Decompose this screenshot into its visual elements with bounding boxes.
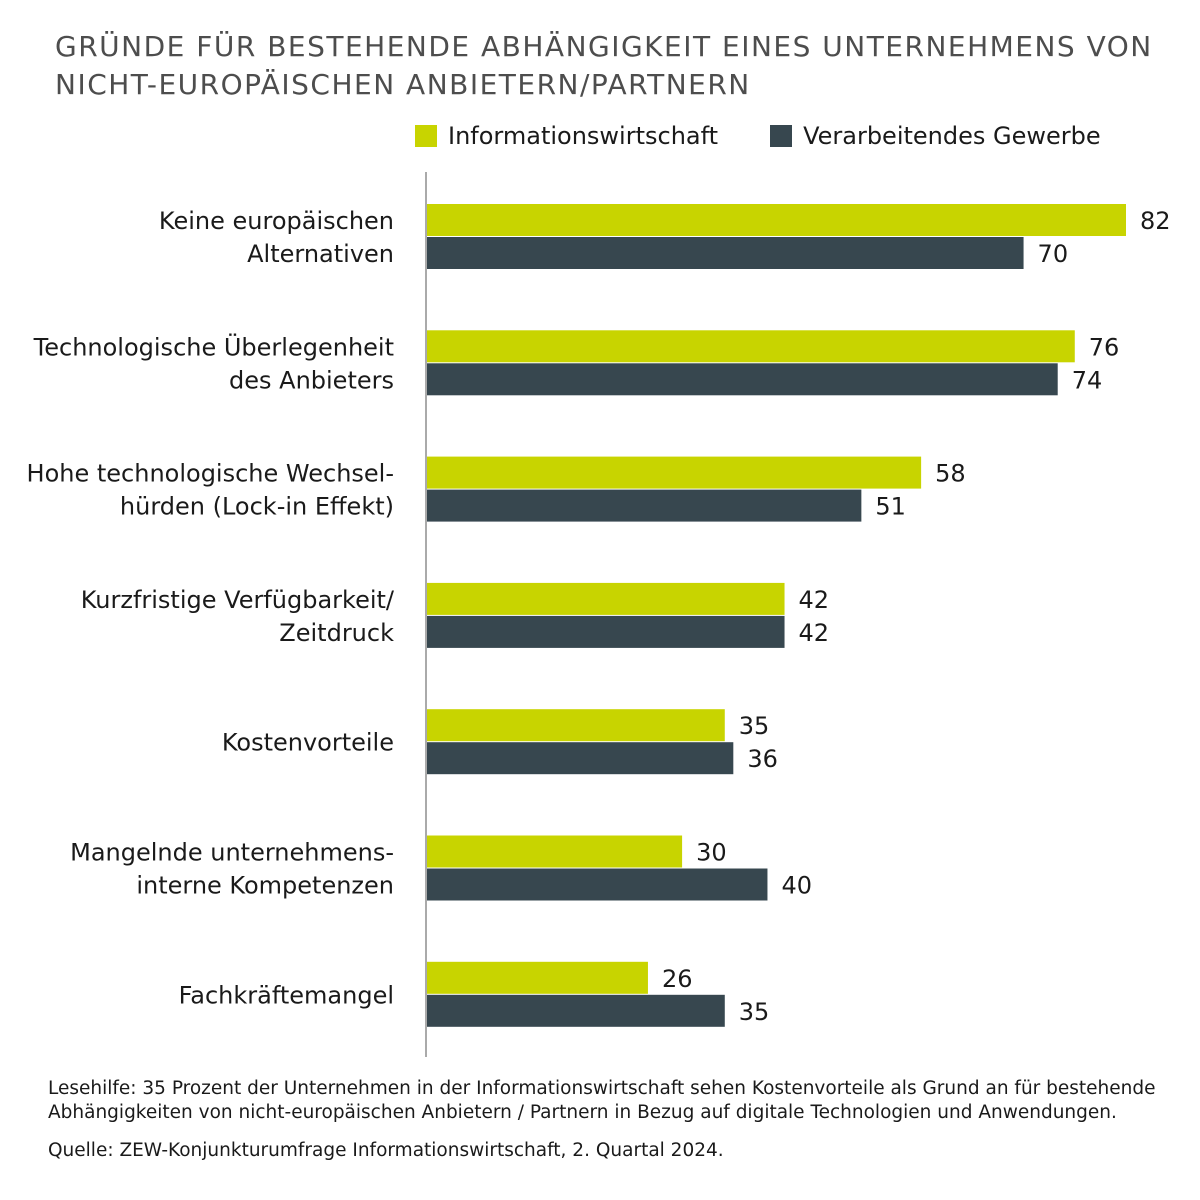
category-label-3-line-0: Kurzfristige Verfügbarkeit/ xyxy=(81,586,395,614)
legend-swatch-informationswirtschaft xyxy=(415,125,437,147)
category-label-6-line-0: Fachkräftemangel xyxy=(179,981,394,1009)
reading-note-line-2: Abhängigkeiten von nicht-europäischen An… xyxy=(48,1102,1117,1123)
value-label-verarbeitendes-gewerbe-5: 40 xyxy=(781,872,812,900)
source-note: Quelle: ZEW-Konjunkturumfrage Informatio… xyxy=(48,1140,724,1161)
legend-label-verarbeitendes-gewerbe: Verarbeitendes Gewerbe xyxy=(803,122,1101,150)
category-label-5-line-1: interne Kompetenzen xyxy=(136,872,394,900)
bar-verarbeitendes-gewerbe-0 xyxy=(426,237,1024,269)
value-label-verarbeitendes-gewerbe-1: 74 xyxy=(1072,366,1103,394)
value-label-informationswirtschaft-5: 30 xyxy=(696,839,727,867)
value-label-informationswirtschaft-0: 82 xyxy=(1140,207,1171,235)
value-label-informationswirtschaft-1: 76 xyxy=(1089,333,1120,361)
category-label-1-line-0: Technologische Überlegenheit xyxy=(33,332,394,361)
bar-verarbeitendes-gewerbe-1 xyxy=(426,363,1058,396)
value-label-verarbeitendes-gewerbe-2: 51 xyxy=(875,493,906,521)
bar-verarbeitendes-gewerbe-5 xyxy=(426,868,768,901)
reading-note-line-1: Lesehilfe: 35 Prozent der Unternehmen in… xyxy=(48,1078,1156,1099)
bar-informationswirtschaft-6 xyxy=(426,961,648,994)
bar-verarbeitendes-gewerbe-6 xyxy=(426,994,725,1027)
category-label-2-line-0: Hohe technologische Wechsel- xyxy=(27,460,394,488)
value-label-verarbeitendes-gewerbe-6: 35 xyxy=(739,998,770,1026)
bar-informationswirtschaft-5 xyxy=(426,835,683,868)
legend-item-verarbeitendes-gewerbe: Verarbeitendes Gewerbe xyxy=(770,122,1101,150)
chart-title-line-2: NICHT-EUROPÄISCHEN ANBIETERN/PARTNERN xyxy=(55,68,751,101)
value-label-informationswirtschaft-3: 42 xyxy=(799,586,830,614)
bar-verarbeitendes-gewerbe-2 xyxy=(426,489,862,522)
value-label-informationswirtschaft-2: 58 xyxy=(935,460,966,488)
bar-verarbeitendes-gewerbe-3 xyxy=(426,615,785,648)
category-label-0-line-0: Keine europäischen xyxy=(159,207,394,235)
reading-note: Lesehilfe: 35 Prozent der Unternehmen in… xyxy=(48,1077,1188,1125)
bar-informationswirtschaft-4 xyxy=(426,709,725,742)
value-label-informationswirtschaft-4: 35 xyxy=(739,712,770,740)
value-label-verarbeitendes-gewerbe-0: 70 xyxy=(1038,240,1069,268)
legend-swatch-verarbeitendes-gewerbe xyxy=(770,125,793,147)
category-label-4-line-0: Kostenvorteile xyxy=(222,729,394,757)
bar-informationswirtschaft-3 xyxy=(426,582,785,615)
legend-label-informationswirtschaft: Informationswirtschaft xyxy=(448,122,719,150)
bar-informationswirtschaft-2 xyxy=(426,456,922,489)
bar-informationswirtschaft-1 xyxy=(426,330,1075,363)
legend-item-informationswirtschaft: Informationswirtschaft xyxy=(415,122,718,150)
value-label-verarbeitendes-gewerbe-3: 42 xyxy=(799,619,830,647)
category-label-5-line-0: Mangelnde unternehmens- xyxy=(70,839,394,867)
bar-informationswirtschaft-0 xyxy=(426,204,1126,236)
chart-title: GRÜNDE FÜR BESTEHENDE ABHÄNGIGKEIT EINES… xyxy=(55,28,1175,104)
value-label-informationswirtschaft-6: 26 xyxy=(662,965,693,993)
bar-verarbeitendes-gewerbe-4 xyxy=(426,742,734,775)
category-label-3-line-1: Zeitdruck xyxy=(279,619,394,647)
category-label-2-line-1: hürden (Lock-in Effekt) xyxy=(120,493,394,521)
category-label-0-line-1: Alternativen xyxy=(247,240,394,268)
category-label-1-line-1: des Anbieters xyxy=(229,366,394,394)
value-label-verarbeitendes-gewerbe-4: 36 xyxy=(747,745,778,773)
chart-title-line-1: GRÜNDE FÜR BESTEHENDE ABHÄNGIGKEIT EINES… xyxy=(55,30,1153,63)
chart-legend: Informationswirtschaft Verarbeitendes Ge… xyxy=(415,122,1153,150)
